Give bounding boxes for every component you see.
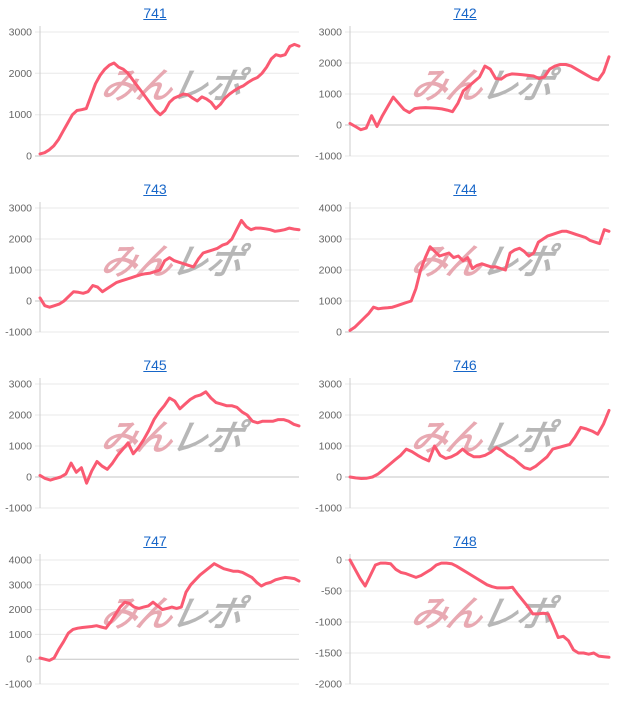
y-tick-label: 3000	[319, 379, 343, 391]
chart-plot-742: -1000 0 1000 2000 3000 みんレポ	[315, 26, 611, 163]
series-line	[348, 558, 611, 659]
chart-745: 745 -1000 0 1000 2000 3000 みんレポ	[0, 352, 310, 528]
y-tick-label: 4000	[319, 203, 343, 215]
y-tick-label: 3000	[9, 203, 33, 215]
y-tick-label: 0	[336, 555, 342, 567]
y-tick-label: 3000	[9, 27, 33, 39]
y-tick-label: -2000	[315, 679, 342, 691]
y-tick-label: 3000	[9, 579, 33, 591]
chart-plot-744: 0 1000 2000 3000 4000 みんレポ	[319, 202, 611, 339]
y-tick-label: 2000	[319, 58, 343, 70]
chart-747: 747 -1000 0 1000 2000 3000 4000 みんレポ	[0, 528, 310, 704]
chart-743: 743 -1000 0 1000 2000 3000 みんレポ	[0, 176, 310, 352]
chart-plot-741: 0 1000 2000 3000 みんレポ	[9, 26, 301, 163]
chart-link-747[interactable]: 747	[143, 533, 167, 549]
series-line	[38, 562, 301, 662]
chart-742: 742 -1000 0 1000 2000 3000 みんレポ	[310, 0, 620, 176]
y-tick-label: 0	[26, 296, 32, 308]
chart-plot-748: -2000 -1500 -1000 -500 0 みんレポ	[315, 554, 611, 691]
series-line	[38, 390, 301, 485]
chart-741: 741 0 1000 2000 3000 みんレポ	[0, 0, 310, 176]
y-tick-label: 2000	[319, 410, 343, 422]
series-line	[38, 218, 301, 309]
series-line	[38, 42, 301, 156]
chart-link-744[interactable]: 744	[453, 181, 477, 197]
chart-748: 748 -2000 -1500 -1000 -500 0 みんレポ	[310, 528, 620, 704]
chart-link-741[interactable]: 741	[143, 5, 167, 21]
chart-link-742[interactable]: 742	[453, 5, 477, 21]
y-tick-label: 2000	[9, 410, 33, 422]
y-tick-label: 0	[26, 472, 32, 484]
y-tick-label: -1000	[5, 679, 32, 691]
y-tick-label: 1000	[319, 89, 343, 101]
series-line	[348, 228, 611, 332]
y-tick-label: 3000	[319, 234, 343, 246]
y-tick-label: 0	[336, 472, 342, 484]
watermark: みんレポ	[98, 417, 253, 458]
y-tick-label: 2000	[9, 234, 33, 246]
chart-link-743[interactable]: 743	[143, 181, 167, 197]
y-tick-label: -500	[321, 586, 342, 598]
y-tick-label: 1000	[319, 296, 343, 308]
y-tick-label: 2000	[319, 265, 343, 277]
watermark: みんレポ	[98, 593, 253, 634]
y-tick-label: -1000	[315, 151, 342, 163]
watermark: みんレポ	[98, 65, 253, 106]
chart-link-746[interactable]: 746	[453, 357, 477, 373]
y-tick-label: 2000	[9, 68, 33, 80]
chart-plot-747: -1000 0 1000 2000 3000 4000 みんレポ	[5, 554, 301, 691]
y-tick-label: -1500	[315, 648, 342, 660]
y-tick-label: 3000	[9, 379, 33, 391]
y-tick-label: -1000	[5, 327, 32, 339]
watermark: みんレポ	[408, 593, 563, 634]
y-tick-label: 1000	[9, 441, 33, 453]
y-tick-label: 1000	[9, 265, 33, 277]
y-tick-label: 4000	[9, 555, 33, 567]
y-tick-label: 0	[336, 120, 342, 132]
chart-746: 746 -1000 0 1000 2000 3000 みんレポ	[310, 352, 620, 528]
chart-link-745[interactable]: 745	[143, 357, 167, 373]
series-line	[348, 408, 611, 480]
watermark: みんレポ	[408, 65, 563, 106]
y-tick-label: 1000	[9, 109, 33, 121]
y-tick-label: 2000	[9, 604, 33, 616]
watermark: みんレポ	[408, 241, 563, 282]
series-line	[348, 55, 611, 132]
y-tick-label: 0	[336, 327, 342, 339]
chart-plot-745: -1000 0 1000 2000 3000 みんレポ	[5, 378, 301, 515]
y-tick-label: -1000	[315, 617, 342, 629]
y-tick-label: 1000	[319, 441, 343, 453]
chart-744: 744 0 1000 2000 3000 4000 みんレポ	[310, 176, 620, 352]
y-tick-label: -1000	[315, 503, 342, 515]
y-tick-label: 0	[26, 654, 32, 666]
y-tick-label: 1000	[9, 629, 33, 641]
y-tick-label: 0	[26, 151, 32, 163]
y-tick-label: 3000	[319, 27, 343, 39]
chart-link-748[interactable]: 748	[453, 533, 477, 549]
y-tick-label: -1000	[5, 503, 32, 515]
